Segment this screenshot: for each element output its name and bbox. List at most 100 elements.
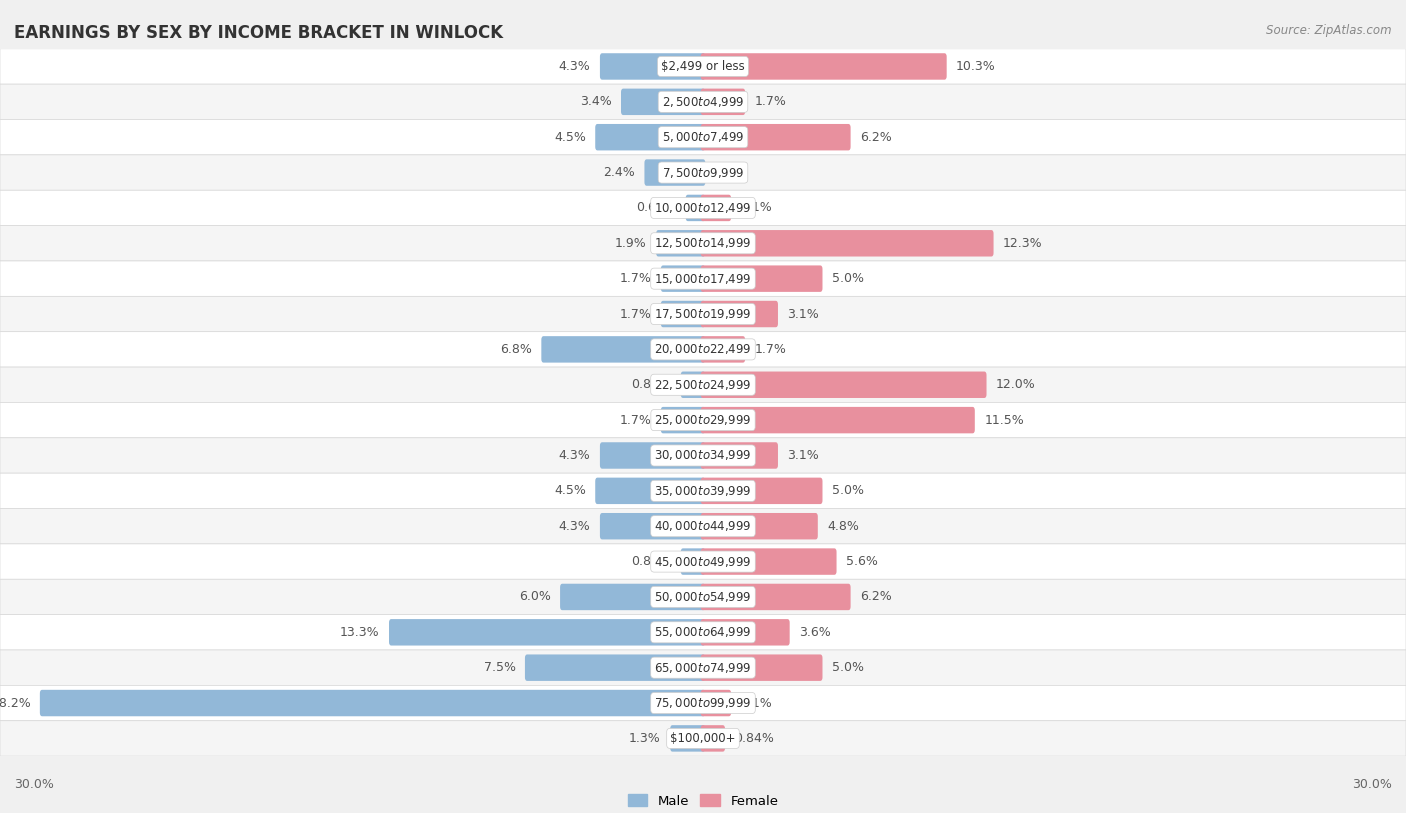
FancyBboxPatch shape xyxy=(0,297,1406,332)
FancyBboxPatch shape xyxy=(0,367,1406,402)
FancyBboxPatch shape xyxy=(595,124,706,150)
Text: 1.9%: 1.9% xyxy=(614,237,647,250)
FancyBboxPatch shape xyxy=(700,725,725,752)
FancyBboxPatch shape xyxy=(0,509,1406,544)
FancyBboxPatch shape xyxy=(541,336,706,363)
FancyBboxPatch shape xyxy=(0,85,1406,120)
Text: 0.84%: 0.84% xyxy=(734,732,775,745)
FancyBboxPatch shape xyxy=(0,49,1406,85)
FancyBboxPatch shape xyxy=(524,654,706,681)
Text: 5.0%: 5.0% xyxy=(832,661,863,674)
Text: $22,500 to $24,999: $22,500 to $24,999 xyxy=(654,378,752,392)
FancyBboxPatch shape xyxy=(661,301,706,328)
Text: 7.5%: 7.5% xyxy=(484,661,516,674)
Text: 0.0%: 0.0% xyxy=(714,166,747,179)
Text: $35,000 to $39,999: $35,000 to $39,999 xyxy=(654,484,752,498)
Text: $15,000 to $17,499: $15,000 to $17,499 xyxy=(654,272,752,285)
Text: $40,000 to $44,999: $40,000 to $44,999 xyxy=(654,520,752,533)
FancyBboxPatch shape xyxy=(700,513,818,540)
FancyBboxPatch shape xyxy=(595,477,706,504)
FancyBboxPatch shape xyxy=(700,372,987,398)
FancyBboxPatch shape xyxy=(681,372,706,398)
Text: 1.7%: 1.7% xyxy=(620,414,651,427)
Text: 4.5%: 4.5% xyxy=(554,485,586,498)
Text: 3.4%: 3.4% xyxy=(579,95,612,108)
Text: 4.5%: 4.5% xyxy=(554,131,586,144)
FancyBboxPatch shape xyxy=(700,584,851,611)
FancyBboxPatch shape xyxy=(0,473,1406,509)
Text: $25,000 to $29,999: $25,000 to $29,999 xyxy=(654,413,752,427)
Text: $17,500 to $19,999: $17,500 to $19,999 xyxy=(654,307,752,321)
FancyBboxPatch shape xyxy=(0,332,1406,367)
Text: 1.7%: 1.7% xyxy=(755,95,786,108)
FancyBboxPatch shape xyxy=(700,194,731,221)
Text: 3.6%: 3.6% xyxy=(799,626,831,639)
Text: EARNINGS BY SEX BY INCOME BRACKET IN WINLOCK: EARNINGS BY SEX BY INCOME BRACKET IN WIN… xyxy=(14,24,503,42)
FancyBboxPatch shape xyxy=(0,615,1406,650)
Text: 1.3%: 1.3% xyxy=(628,732,661,745)
FancyBboxPatch shape xyxy=(560,584,706,611)
Text: $10,000 to $12,499: $10,000 to $12,499 xyxy=(654,201,752,215)
Text: $55,000 to $64,999: $55,000 to $64,999 xyxy=(654,625,752,639)
Text: 12.0%: 12.0% xyxy=(995,378,1036,391)
FancyBboxPatch shape xyxy=(644,159,706,186)
Text: 0.85%: 0.85% xyxy=(631,555,672,568)
Text: 1.1%: 1.1% xyxy=(741,202,772,215)
Text: $45,000 to $49,999: $45,000 to $49,999 xyxy=(654,554,752,568)
FancyBboxPatch shape xyxy=(700,265,823,292)
Text: 10.3%: 10.3% xyxy=(956,60,995,73)
Text: Source: ZipAtlas.com: Source: ZipAtlas.com xyxy=(1267,24,1392,37)
Text: 6.2%: 6.2% xyxy=(860,590,891,603)
FancyBboxPatch shape xyxy=(0,226,1406,261)
Text: 28.2%: 28.2% xyxy=(0,697,31,710)
FancyBboxPatch shape xyxy=(0,685,1406,721)
Text: 1.7%: 1.7% xyxy=(755,343,786,356)
FancyBboxPatch shape xyxy=(0,721,1406,756)
Text: 12.3%: 12.3% xyxy=(1002,237,1043,250)
FancyBboxPatch shape xyxy=(0,437,1406,473)
FancyBboxPatch shape xyxy=(0,579,1406,615)
Text: 30.0%: 30.0% xyxy=(14,778,53,791)
FancyBboxPatch shape xyxy=(661,406,706,433)
Text: $75,000 to $99,999: $75,000 to $99,999 xyxy=(654,696,752,710)
FancyBboxPatch shape xyxy=(700,124,851,150)
FancyBboxPatch shape xyxy=(0,261,1406,297)
Text: $20,000 to $22,499: $20,000 to $22,499 xyxy=(654,342,752,356)
Text: 5.6%: 5.6% xyxy=(846,555,877,568)
Text: 1.1%: 1.1% xyxy=(741,697,772,710)
FancyBboxPatch shape xyxy=(700,477,823,504)
Text: 4.3%: 4.3% xyxy=(558,449,591,462)
FancyBboxPatch shape xyxy=(661,265,706,292)
Text: 0.64%: 0.64% xyxy=(637,202,676,215)
FancyBboxPatch shape xyxy=(0,650,1406,685)
FancyBboxPatch shape xyxy=(700,654,823,681)
Text: 2.4%: 2.4% xyxy=(603,166,636,179)
FancyBboxPatch shape xyxy=(700,53,946,80)
Text: $12,500 to $14,999: $12,500 to $14,999 xyxy=(654,237,752,250)
Text: 3.1%: 3.1% xyxy=(787,307,820,320)
Text: 11.5%: 11.5% xyxy=(984,414,1024,427)
Text: 1.7%: 1.7% xyxy=(620,307,651,320)
Text: $7,500 to $9,999: $7,500 to $9,999 xyxy=(662,166,744,180)
Text: $65,000 to $74,999: $65,000 to $74,999 xyxy=(654,661,752,675)
Text: 30.0%: 30.0% xyxy=(1353,778,1392,791)
Text: 3.1%: 3.1% xyxy=(787,449,820,462)
FancyBboxPatch shape xyxy=(700,689,731,716)
Text: $2,500 to $4,999: $2,500 to $4,999 xyxy=(662,95,744,109)
Text: $30,000 to $34,999: $30,000 to $34,999 xyxy=(654,449,752,463)
FancyBboxPatch shape xyxy=(600,513,706,540)
FancyBboxPatch shape xyxy=(681,548,706,575)
Text: 6.8%: 6.8% xyxy=(501,343,531,356)
Text: 1.7%: 1.7% xyxy=(620,272,651,285)
Text: 4.3%: 4.3% xyxy=(558,520,591,533)
FancyBboxPatch shape xyxy=(39,689,706,716)
Text: $100,000+: $100,000+ xyxy=(671,732,735,745)
FancyBboxPatch shape xyxy=(671,725,706,752)
FancyBboxPatch shape xyxy=(700,548,837,575)
FancyBboxPatch shape xyxy=(0,402,1406,437)
FancyBboxPatch shape xyxy=(700,89,745,115)
FancyBboxPatch shape xyxy=(0,120,1406,155)
Text: 6.0%: 6.0% xyxy=(519,590,551,603)
FancyBboxPatch shape xyxy=(621,89,706,115)
FancyBboxPatch shape xyxy=(686,194,706,221)
